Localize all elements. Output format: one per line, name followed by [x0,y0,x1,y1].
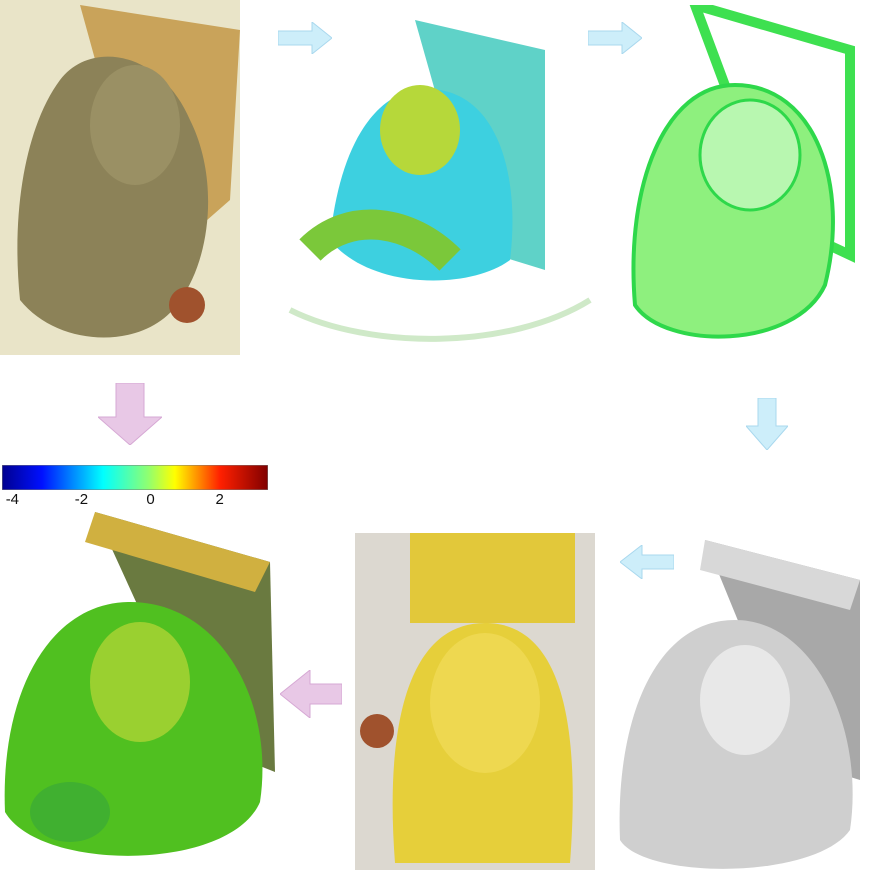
colorbar-tick-label: -4 [5,491,20,508]
down-arrow-icon [98,383,162,445]
colorbar-tick-label: 2 [215,491,224,508]
yellow-printed-replica-photo [355,533,595,870]
colorbar-tick-label: 0 [146,491,155,508]
deviation-heatmap-model [4,512,275,856]
gray-surface-render [619,540,860,869]
colored-scan-point-cloud [288,20,592,342]
colorbar-tick-label: -2 [74,491,89,508]
right-arrow-icon [278,22,332,54]
right-arrow-icon [588,22,642,54]
left-arrow-icon [280,670,342,718]
colorbar [2,465,268,490]
original-carving-photo [0,0,240,355]
merged-green-point-cloud [631,5,855,339]
left-arrow-icon [620,545,674,579]
down-arrow-icon [746,398,788,450]
